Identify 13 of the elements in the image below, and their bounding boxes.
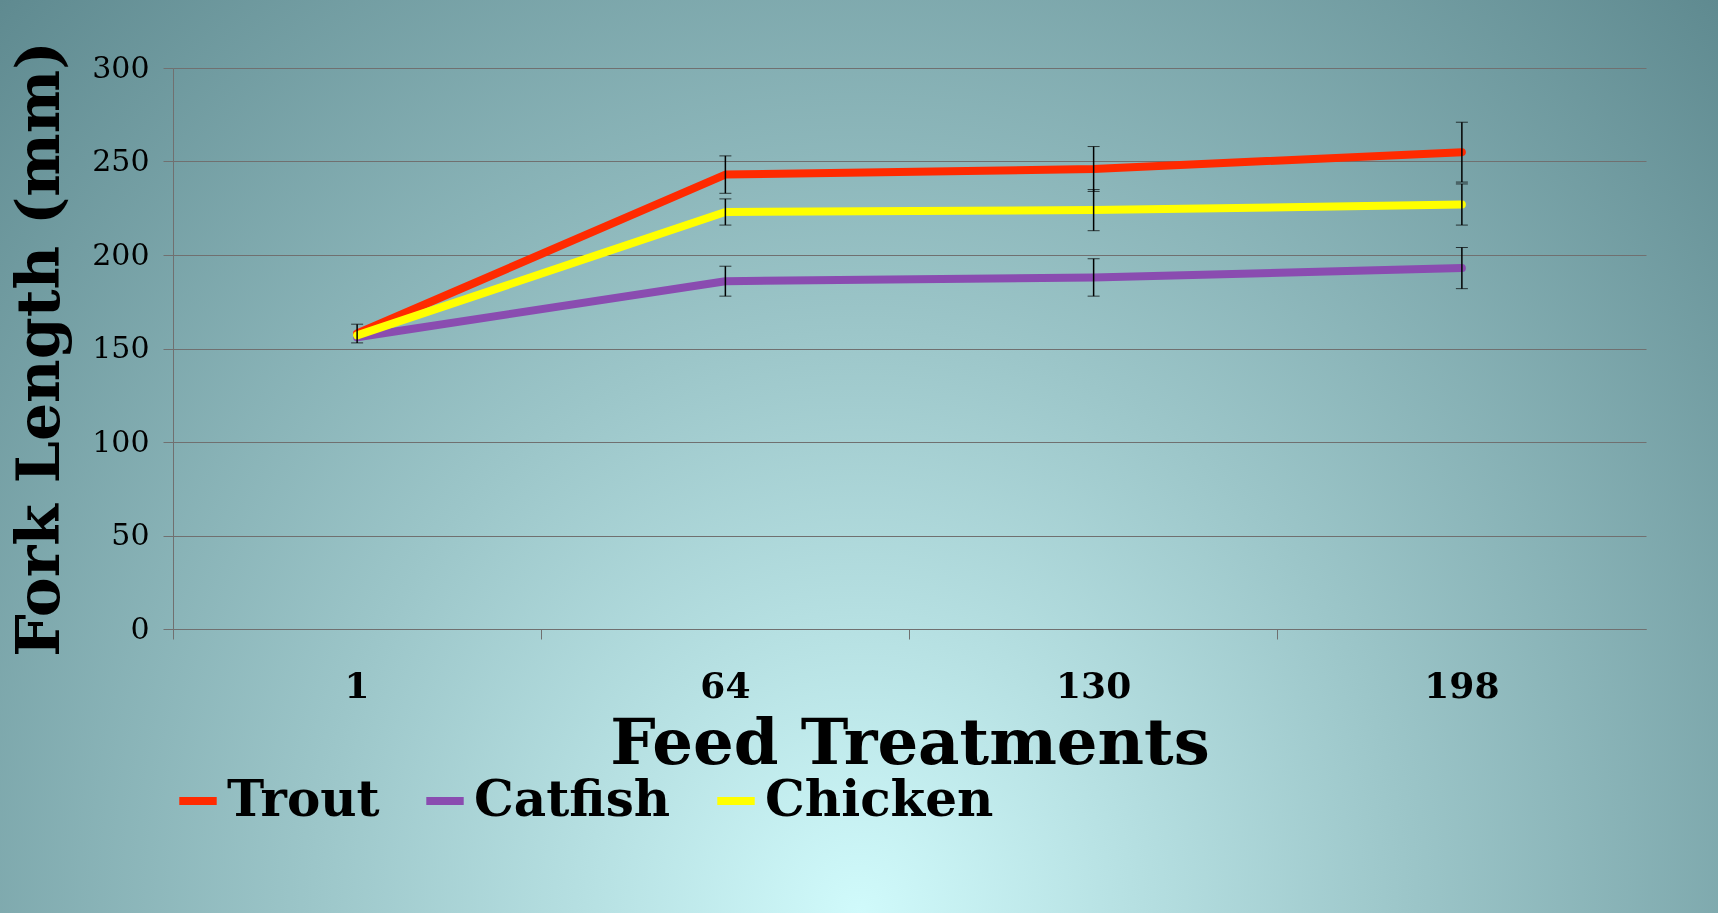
x-tick-label: 64 — [700, 663, 751, 706]
y-tick-label: 250 — [92, 143, 150, 178]
x-tick-label: 1 — [344, 663, 370, 706]
y-tick-label: 50 — [111, 517, 150, 552]
legend-label: Trout — [227, 769, 380, 828]
y-tick-label: 0 — [130, 610, 150, 646]
y-tick-label: 300 — [92, 49, 150, 85]
y-axis-title: Fork Length (mm) — [3, 41, 74, 657]
x-tick-label: 198 — [1424, 663, 1500, 706]
x-tick-label: 130 — [1056, 663, 1132, 706]
y-tick-label: 200 — [92, 236, 150, 272]
y-tick-label: 100 — [92, 423, 150, 459]
y-tick-label: 150 — [92, 330, 150, 365]
